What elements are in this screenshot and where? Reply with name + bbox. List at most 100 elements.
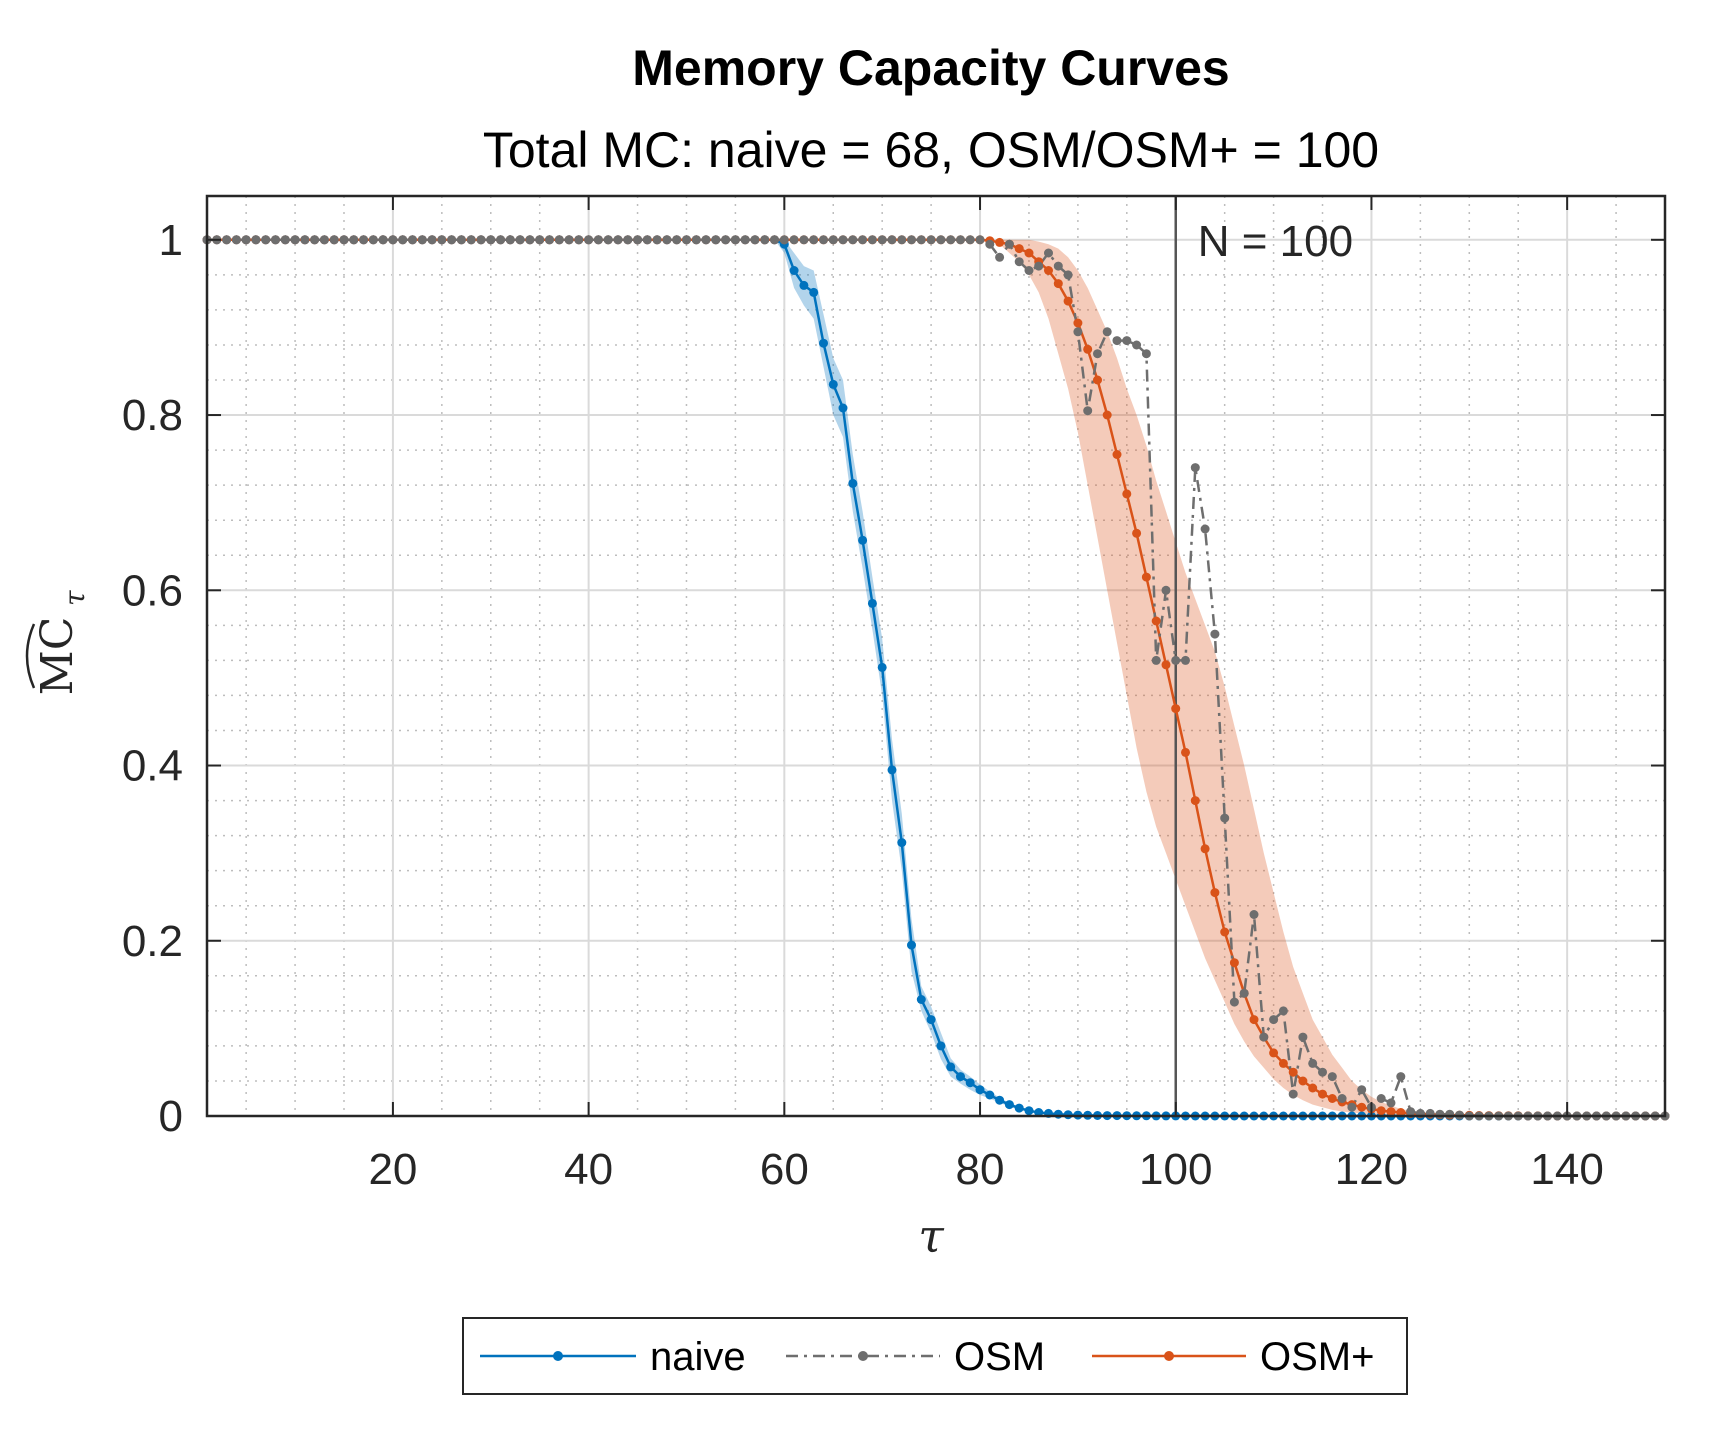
data-point-osm: [1259, 1032, 1269, 1042]
data-point-osm: [496, 235, 506, 245]
data-point-osm: [975, 235, 985, 245]
data-point-osm: [251, 235, 261, 245]
data-point-osm-plus: [1083, 344, 1093, 354]
data-point-osm: [1112, 336, 1122, 346]
data-point-osm-plus: [1024, 248, 1034, 258]
data-point-osm: [936, 235, 946, 245]
data-point-osm-plus: [1190, 796, 1200, 806]
data-point-osm: [877, 235, 887, 245]
data-point-osm: [231, 235, 241, 245]
data-point-osm: [535, 235, 545, 245]
data-point-osm: [711, 235, 721, 245]
data-point-osm-plus: [1014, 244, 1024, 254]
data-point-osm: [1435, 1109, 1445, 1119]
y-axis-label-sub: τ: [58, 590, 91, 606]
data-point-naive: [877, 662, 887, 672]
data-point-naive: [965, 1078, 975, 1088]
data-point-osm: [662, 235, 672, 245]
data-point-naive: [1063, 1110, 1073, 1120]
y-axis-label: MC τ: [25, 590, 91, 696]
axes-box: [205, 194, 1667, 1118]
x-tick-label: 120: [1335, 1145, 1408, 1194]
data-point-osm-plus: [995, 237, 1005, 247]
data-point-osm-plus: [1132, 528, 1142, 538]
data-point-naive: [975, 1085, 985, 1095]
y-tick-label: 0.6: [122, 566, 183, 615]
data-point-osm-plus: [1181, 747, 1190, 757]
x-tick-label: 20: [368, 1145, 417, 1194]
y-axis-label-base: MC: [32, 617, 83, 696]
data-point-osm: [1141, 349, 1151, 359]
data-point-osm: [1269, 1015, 1279, 1025]
n-annotation: N = 100: [1198, 217, 1353, 266]
data-point-naive: [916, 995, 926, 1004]
data-point-osm: [545, 235, 554, 245]
data-point-osm: [1161, 585, 1171, 595]
data-point-osm: [427, 235, 437, 245]
chart-subtitle: Total MC: naive = 68, OSM/OSM+ = 100: [483, 122, 1379, 178]
data-point-osm-plus: [1249, 1015, 1259, 1025]
data-point-osm: [1278, 1006, 1288, 1016]
data-point-osm: [584, 235, 594, 245]
data-point-osm-plus: [1102, 410, 1112, 420]
data-point-osm: [417, 235, 427, 245]
y-axis-label-hat: [25, 623, 36, 689]
data-point-osm: [290, 235, 300, 245]
data-point-osm: [241, 235, 251, 245]
data-point-osm: [1034, 261, 1044, 271]
data-point-naive: [985, 1090, 995, 1100]
data-point-osm: [408, 235, 417, 245]
data-point-naive: [848, 478, 858, 488]
data-point-osm: [828, 235, 838, 245]
data-point-osm: [359, 235, 369, 245]
axes: [205, 194, 1667, 1118]
data-point-osm: [858, 235, 868, 245]
data-point-osm-plus: [1112, 450, 1122, 459]
data-point-osm-plus: [1161, 660, 1171, 670]
data-point-osm: [1151, 655, 1161, 665]
data-point-naive: [956, 1072, 965, 1082]
data-point-osm: [633, 235, 643, 245]
data-point-naive: [1014, 1103, 1024, 1113]
data-point-osm-plus: [1171, 704, 1181, 714]
data-point-osm: [1132, 340, 1142, 350]
data-point-osm-plus: [1278, 1058, 1288, 1068]
data-point-osm: [1337, 1094, 1347, 1103]
data-point-osm: [1200, 524, 1210, 534]
data-point-osm: [329, 235, 339, 245]
data-point-osm: [760, 235, 770, 245]
data-point-osm-plus: [1122, 489, 1132, 499]
data-point-osm: [750, 235, 760, 245]
data-point-osm: [652, 235, 662, 245]
data-point-osm: [1298, 1032, 1308, 1042]
data-point-osm: [1220, 813, 1230, 823]
data-point-osm-plus: [1318, 1089, 1327, 1099]
data-point-osm: [985, 239, 995, 249]
y-tick-label: 0: [159, 1092, 183, 1141]
data-point-osm: [515, 235, 525, 245]
x-tick-label: 60: [760, 1145, 809, 1194]
data-point-osm: [691, 235, 701, 245]
data-point-osm: [339, 235, 349, 245]
legend: naive OSM OSM+: [462, 1317, 1408, 1395]
data-point-naive: [887, 765, 897, 775]
data-point-osm-plus: [1229, 958, 1239, 968]
data-point-osm: [456, 235, 466, 245]
data-point-osm-plus: [1151, 616, 1161, 626]
data-point-osm: [1053, 261, 1063, 271]
legend-label: OSM: [954, 1335, 1045, 1379]
minor-grid: [207, 196, 1665, 1116]
data-point-osm-plus: [1220, 927, 1230, 937]
data-point-osm: [838, 235, 848, 245]
data-point-naive: [789, 266, 799, 275]
x-axis-label: τ: [918, 1209, 945, 1263]
data-point-osm: [1093, 349, 1102, 359]
x-tick-label: 100: [1139, 1145, 1212, 1194]
data-point-osm: [1171, 655, 1181, 665]
data-point-osm-plus: [1269, 1048, 1279, 1058]
data-point-naive: [897, 838, 907, 848]
data-point-osm: [770, 235, 779, 245]
data-point-osm: [1347, 1102, 1357, 1112]
data-point-osm-plus: [1288, 1067, 1298, 1077]
data-point-osm: [222, 235, 232, 245]
